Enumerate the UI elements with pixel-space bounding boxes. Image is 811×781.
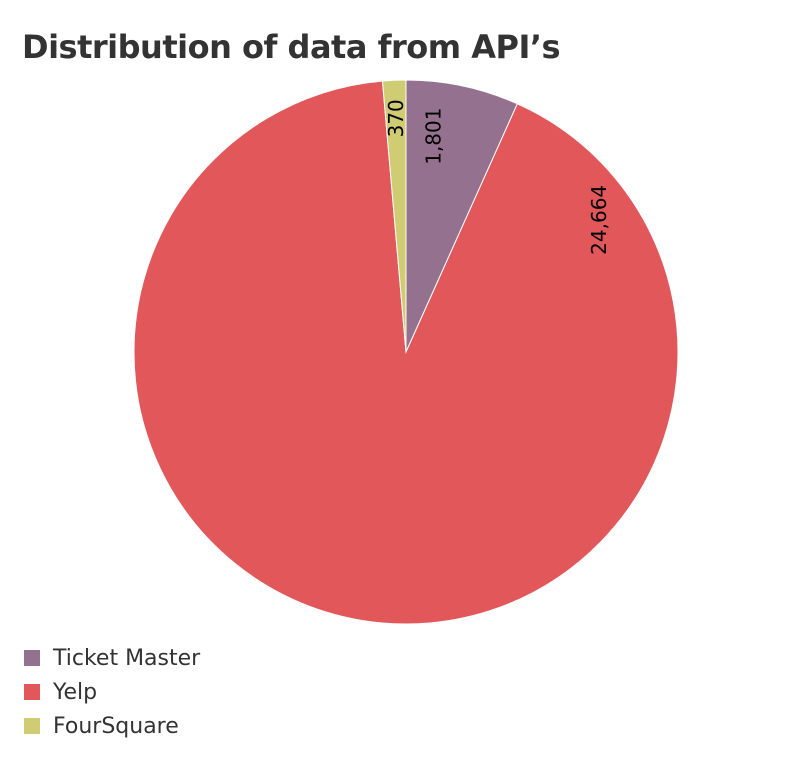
pie-slice-ticket-master[interactable] — [405, 79, 518, 353]
legend-swatch-yelp — [24, 684, 40, 700]
pie-labels: 1,801 24,664 370 — [384, 99, 611, 255]
pie-slices — [133, 79, 679, 625]
legend: Ticket Master Yelp FourSquare — [24, 641, 200, 743]
legend-item-ticket-master[interactable]: Ticket Master — [24, 641, 200, 675]
legend-label-foursquare: FourSquare — [53, 713, 179, 739]
legend-label-ticket-master: Ticket Master — [53, 645, 201, 671]
pie-label-yelp: 24,664 — [587, 185, 611, 255]
pie-slice-yelp[interactable] — [133, 80, 679, 625]
pie-slice-foursquare[interactable] — [381, 79, 407, 353]
chart-title: Distribution of data from API’s — [22, 28, 561, 66]
legend-item-foursquare[interactable]: FourSquare — [24, 709, 200, 743]
legend-label-yelp: Yelp — [53, 679, 98, 705]
legend-swatch-ticket-master — [24, 650, 40, 666]
pie-label-ticket-master: 1,801 — [421, 108, 445, 165]
legend-swatch-foursquare — [24, 718, 40, 734]
pie-label-foursquare: 370 — [384, 99, 408, 137]
legend-item-yelp[interactable]: Yelp — [24, 675, 200, 709]
